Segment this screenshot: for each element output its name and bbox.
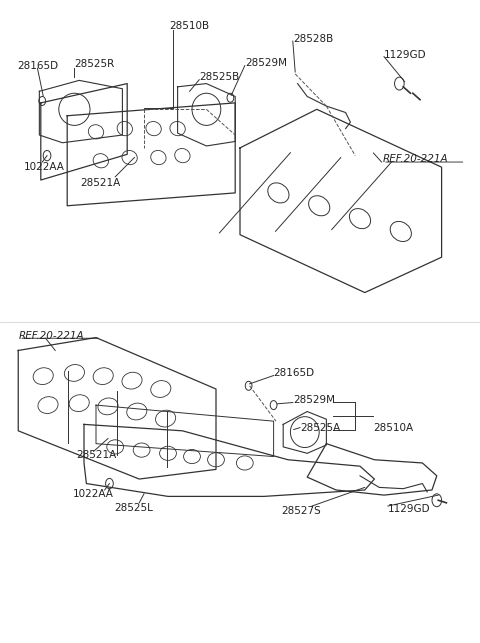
Text: 1022AA: 1022AA — [24, 162, 65, 172]
Text: 1129GD: 1129GD — [388, 504, 431, 514]
Text: REF.20-221A: REF.20-221A — [19, 331, 85, 341]
Text: 28525R: 28525R — [74, 59, 115, 69]
Text: 1129GD: 1129GD — [384, 50, 427, 60]
Text: REF.20-221A: REF.20-221A — [383, 154, 449, 165]
Text: 28521A: 28521A — [76, 450, 116, 460]
Text: 1022AA: 1022AA — [73, 489, 114, 499]
Text: 28510B: 28510B — [169, 21, 210, 31]
Text: 28510A: 28510A — [373, 422, 414, 433]
Text: 28528B: 28528B — [293, 33, 333, 44]
Text: 28527S: 28527S — [282, 506, 321, 516]
Text: 28529M: 28529M — [293, 395, 335, 405]
Text: 28165D: 28165D — [274, 368, 315, 378]
Text: 28525L: 28525L — [114, 503, 153, 513]
Text: 28525A: 28525A — [300, 422, 340, 433]
Text: 28529M: 28529M — [245, 58, 287, 68]
Text: 28521A: 28521A — [81, 178, 121, 188]
Text: 28525B: 28525B — [199, 72, 240, 82]
Text: 28165D: 28165D — [17, 60, 58, 71]
